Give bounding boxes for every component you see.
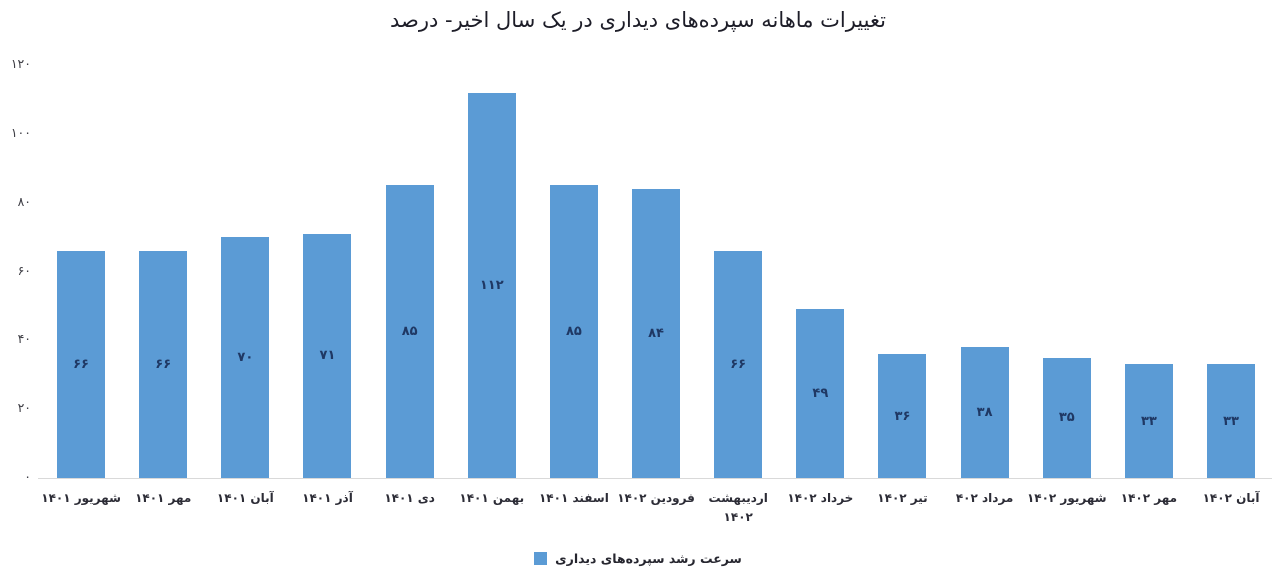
x-axis-label: دی ۱۴۰۱ — [384, 491, 435, 505]
bar: ۳۳ — [1124, 364, 1173, 478]
x-axis-label: آبان ۱۴۰۲ — [1202, 491, 1260, 505]
bar: ۷۱ — [303, 233, 352, 478]
bar-slot: ۳۳ — [1190, 364, 1272, 478]
y-tick-label: ۰ — [24, 469, 31, 484]
bar-value-label: ۷۰ — [237, 350, 254, 366]
y-tick-label: ۶۰ — [17, 262, 31, 278]
bar-value-label: ۳۳ — [1140, 413, 1157, 429]
x-axis-label: مرداد ۴۰۲ — [955, 491, 1014, 505]
bar-slot: ۸۴ — [615, 188, 697, 478]
y-tick-label: ۸۰ — [17, 193, 31, 209]
chart-title: تغییرات ماهانه سپرده‌های دیداری در یک سا… — [390, 8, 886, 32]
bar-slot: ۷۰ — [204, 237, 286, 478]
bar-slot: ۳۶ — [861, 354, 943, 478]
bar-value-label: ۱۱۲ — [479, 277, 504, 293]
bar-slot: ۶۶ — [697, 250, 779, 478]
x-axis-labels: شهریور ۱۴۰۱ مهر ۱۴۰۱ آبان ۱۴۰۱ آذر ۱۴۰۱ دی ۱… — [40, 489, 1272, 526]
bar: ۸۵ — [385, 185, 434, 478]
bar-value-label: ۳۶ — [894, 408, 911, 424]
bar-value-label: ۸۵ — [565, 324, 582, 340]
bar: ۸۵ — [549, 185, 598, 478]
bar-value-label: ۶۶ — [730, 356, 747, 372]
x-axis-line — [38, 478, 1272, 479]
bar-slot: ۳۸ — [944, 347, 1026, 478]
bar: ۷۰ — [221, 237, 270, 478]
bar-slot: ۳۵ — [1026, 357, 1108, 478]
x-axis-label: بهمن ۱۴۰۱ — [459, 491, 525, 505]
x-axis-label: تیر ۱۴۰۲ — [877, 491, 928, 505]
bar-slot: ۸۵ — [369, 185, 451, 478]
bar-value-label: ۳۸ — [976, 405, 993, 421]
bar-value-label: ۷۱ — [319, 348, 336, 364]
y-tick-label: ۴۰ — [17, 331, 31, 347]
bar-value-label: ۸۴ — [648, 325, 664, 341]
y-tick-label: ۱۰۰ — [10, 124, 31, 140]
bar-slot: ۴۹ — [779, 309, 861, 478]
x-axis-label: اردیبهشت ۱۴۰۲ — [708, 491, 768, 524]
bar-value-label: ۳۵ — [1058, 410, 1075, 426]
bar-slot: ۱۱۲ — [451, 92, 533, 478]
x-axis-label: اسفند ۱۴۰۱ — [538, 491, 609, 505]
y-tick-label: ۱۲۰ — [10, 56, 31, 71]
bar: ۱۱۲ — [467, 92, 516, 478]
x-axis-label: آبان ۱۴۰۱ — [216, 491, 274, 505]
bar-slot: ۶۶ — [122, 250, 204, 478]
bar-slot: ۸۵ — [533, 185, 615, 478]
x-axis-label: آذر ۱۴۰۱ — [302, 491, 353, 505]
bar-value-label: ۸۵ — [401, 324, 418, 340]
bars-container: ۶۶ ۶۶ ۷۰ ۷۱ ۸۵ ۱۱۲ ۸۵ ۸۴ ۶۶ ۴۹ ۳۶ ۳۸ ۳۵ ۳۳ ۳۳ — [40, 65, 1272, 478]
x-axis-label: مهر ۱۴۰۱ — [135, 491, 192, 505]
bar: ۳۸ — [960, 347, 1009, 478]
bar-value-label: ۶۶ — [155, 356, 172, 372]
bar: ۶۶ — [714, 250, 763, 478]
x-axis-label: فرودین ۱۴۰۲ — [617, 491, 695, 505]
bar-slot: ۶۶ — [40, 250, 122, 478]
bar-value-label: ۶۶ — [73, 356, 89, 372]
bar-value-label: ۴۹ — [812, 386, 829, 402]
legend: سرعت رشد سپرده‌های دیداری — [0, 551, 1276, 566]
y-axis: ۰ ۲۰ ۴۰ ۶۰ ۸۰ ۱۰۰ ۱۲۰ — [0, 0, 32, 500]
bar-slot: ۳۳ — [1108, 364, 1190, 478]
x-axis-label: خرداد ۱۴۰۲ — [787, 491, 854, 505]
bar: ۴۹ — [796, 309, 845, 478]
bar: ۶۶ — [139, 250, 188, 478]
bar: ۶۶ — [57, 250, 106, 478]
x-axis-label: شهریور ۱۴۰۲ — [1026, 491, 1107, 505]
x-axis-label: مهر ۱۴۰۲ — [1120, 491, 1178, 505]
y-tick-label: ۲۰ — [17, 400, 31, 416]
bar: ۳۳ — [1207, 364, 1256, 478]
legend-label: سرعت رشد سپرده‌های دیداری — [555, 551, 742, 566]
bar-slot: ۷۱ — [286, 233, 368, 478]
x-axis-label: شهریور ۱۴۰۱ — [41, 491, 121, 505]
legend-marker-icon — [534, 552, 548, 565]
bar: ۳۶ — [878, 354, 927, 478]
bar: ۳۵ — [1042, 357, 1091, 478]
bar: ۸۴ — [632, 188, 681, 478]
bar-value-label: ۳۳ — [1223, 413, 1239, 429]
